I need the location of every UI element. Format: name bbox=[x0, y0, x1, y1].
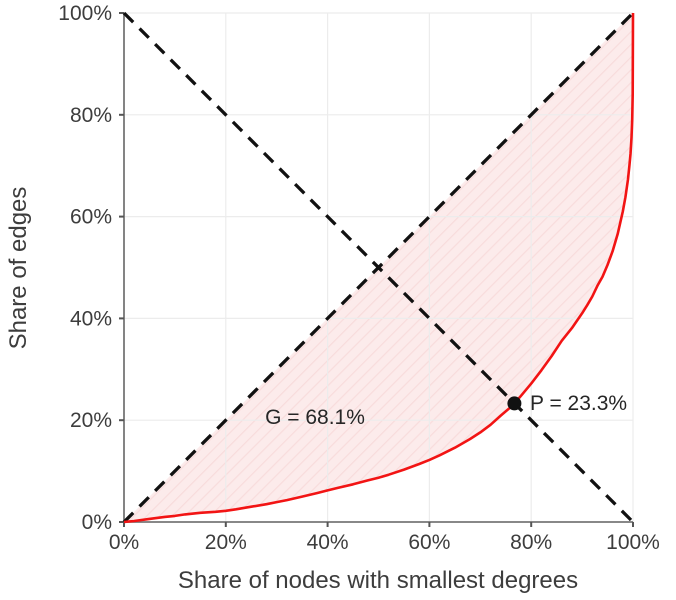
p-annotation: P = 23.3% bbox=[530, 392, 627, 415]
x-tick-label-20: 20% bbox=[205, 531, 247, 554]
x-tick-label-40: 40% bbox=[307, 531, 349, 554]
y-tick-label-60: 60% bbox=[70, 206, 112, 229]
plot-area: 0% 20% 40% 60% 80% 100% 0% 20% 40% 60% 80% 100% bbox=[58, 2, 660, 554]
gini-annotation: G = 68.1% bbox=[265, 406, 365, 429]
y-tick-label-20: 20% bbox=[70, 409, 112, 432]
intersection-point bbox=[507, 396, 522, 411]
x-tick-label-0: 0% bbox=[109, 531, 139, 554]
y-tick-label-80: 80% bbox=[70, 104, 112, 127]
x-tick-label-60: 60% bbox=[408, 531, 450, 554]
y-tick-label-0: 0% bbox=[82, 511, 112, 534]
y-tick-label-40: 40% bbox=[70, 307, 112, 330]
lorenz-curve bbox=[123, 12, 635, 524]
x-axis-title: Share of nodes with smallest degrees bbox=[178, 567, 578, 594]
x-tick-label-100: 100% bbox=[606, 531, 660, 554]
y-axis-title: Share of edges bbox=[5, 187, 32, 350]
x-tick-label-80: 80% bbox=[510, 531, 552, 554]
y-tick-label-100: 100% bbox=[58, 2, 112, 25]
anti-diagonal bbox=[122, 11, 635, 524]
